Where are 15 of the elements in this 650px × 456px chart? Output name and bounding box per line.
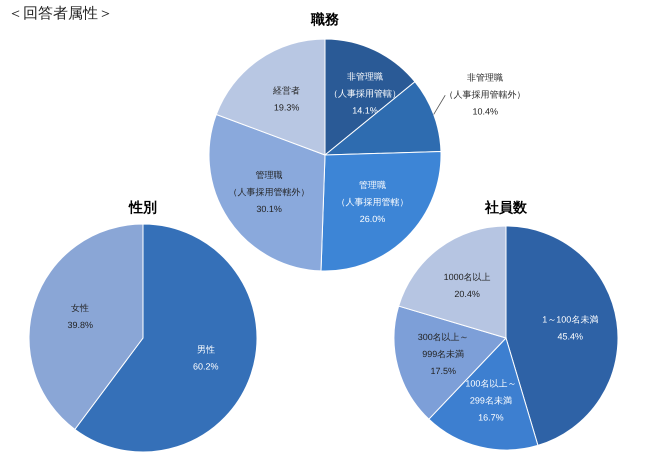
slice-label: 経営者 19.3% bbox=[273, 86, 300, 113]
slice-label: 管理職（人事採用管轄） 26.0% bbox=[336, 180, 408, 224]
text: ＜回答者属性＞ bbox=[8, 5, 113, 22]
slice-label: 300名以上～999名未満 17.5% bbox=[418, 332, 469, 376]
slice-label: 非管理職（人事採用管轄） 14.1% bbox=[329, 72, 401, 116]
slice-label: 非管理職（人事採用管轄外） 10.4% bbox=[444, 72, 526, 117]
slice-label: 女性 39.8% bbox=[67, 303, 93, 330]
slice-label: 管理職（人事採用管轄外） 30.1% bbox=[228, 170, 310, 214]
chart-title: 性別 bbox=[128, 199, 157, 215]
slice-label: 男性 60.2% bbox=[193, 344, 219, 372]
slice-label: 1～100名未満 45.4% bbox=[542, 314, 598, 342]
chart-title: 職務 bbox=[310, 11, 340, 27]
slice-label: 1000名以上 20.4% bbox=[444, 272, 491, 299]
chart-title: 社員数 bbox=[484, 199, 528, 215]
slice-label: 100名以上～299名未満 16.7% bbox=[465, 378, 516, 423]
